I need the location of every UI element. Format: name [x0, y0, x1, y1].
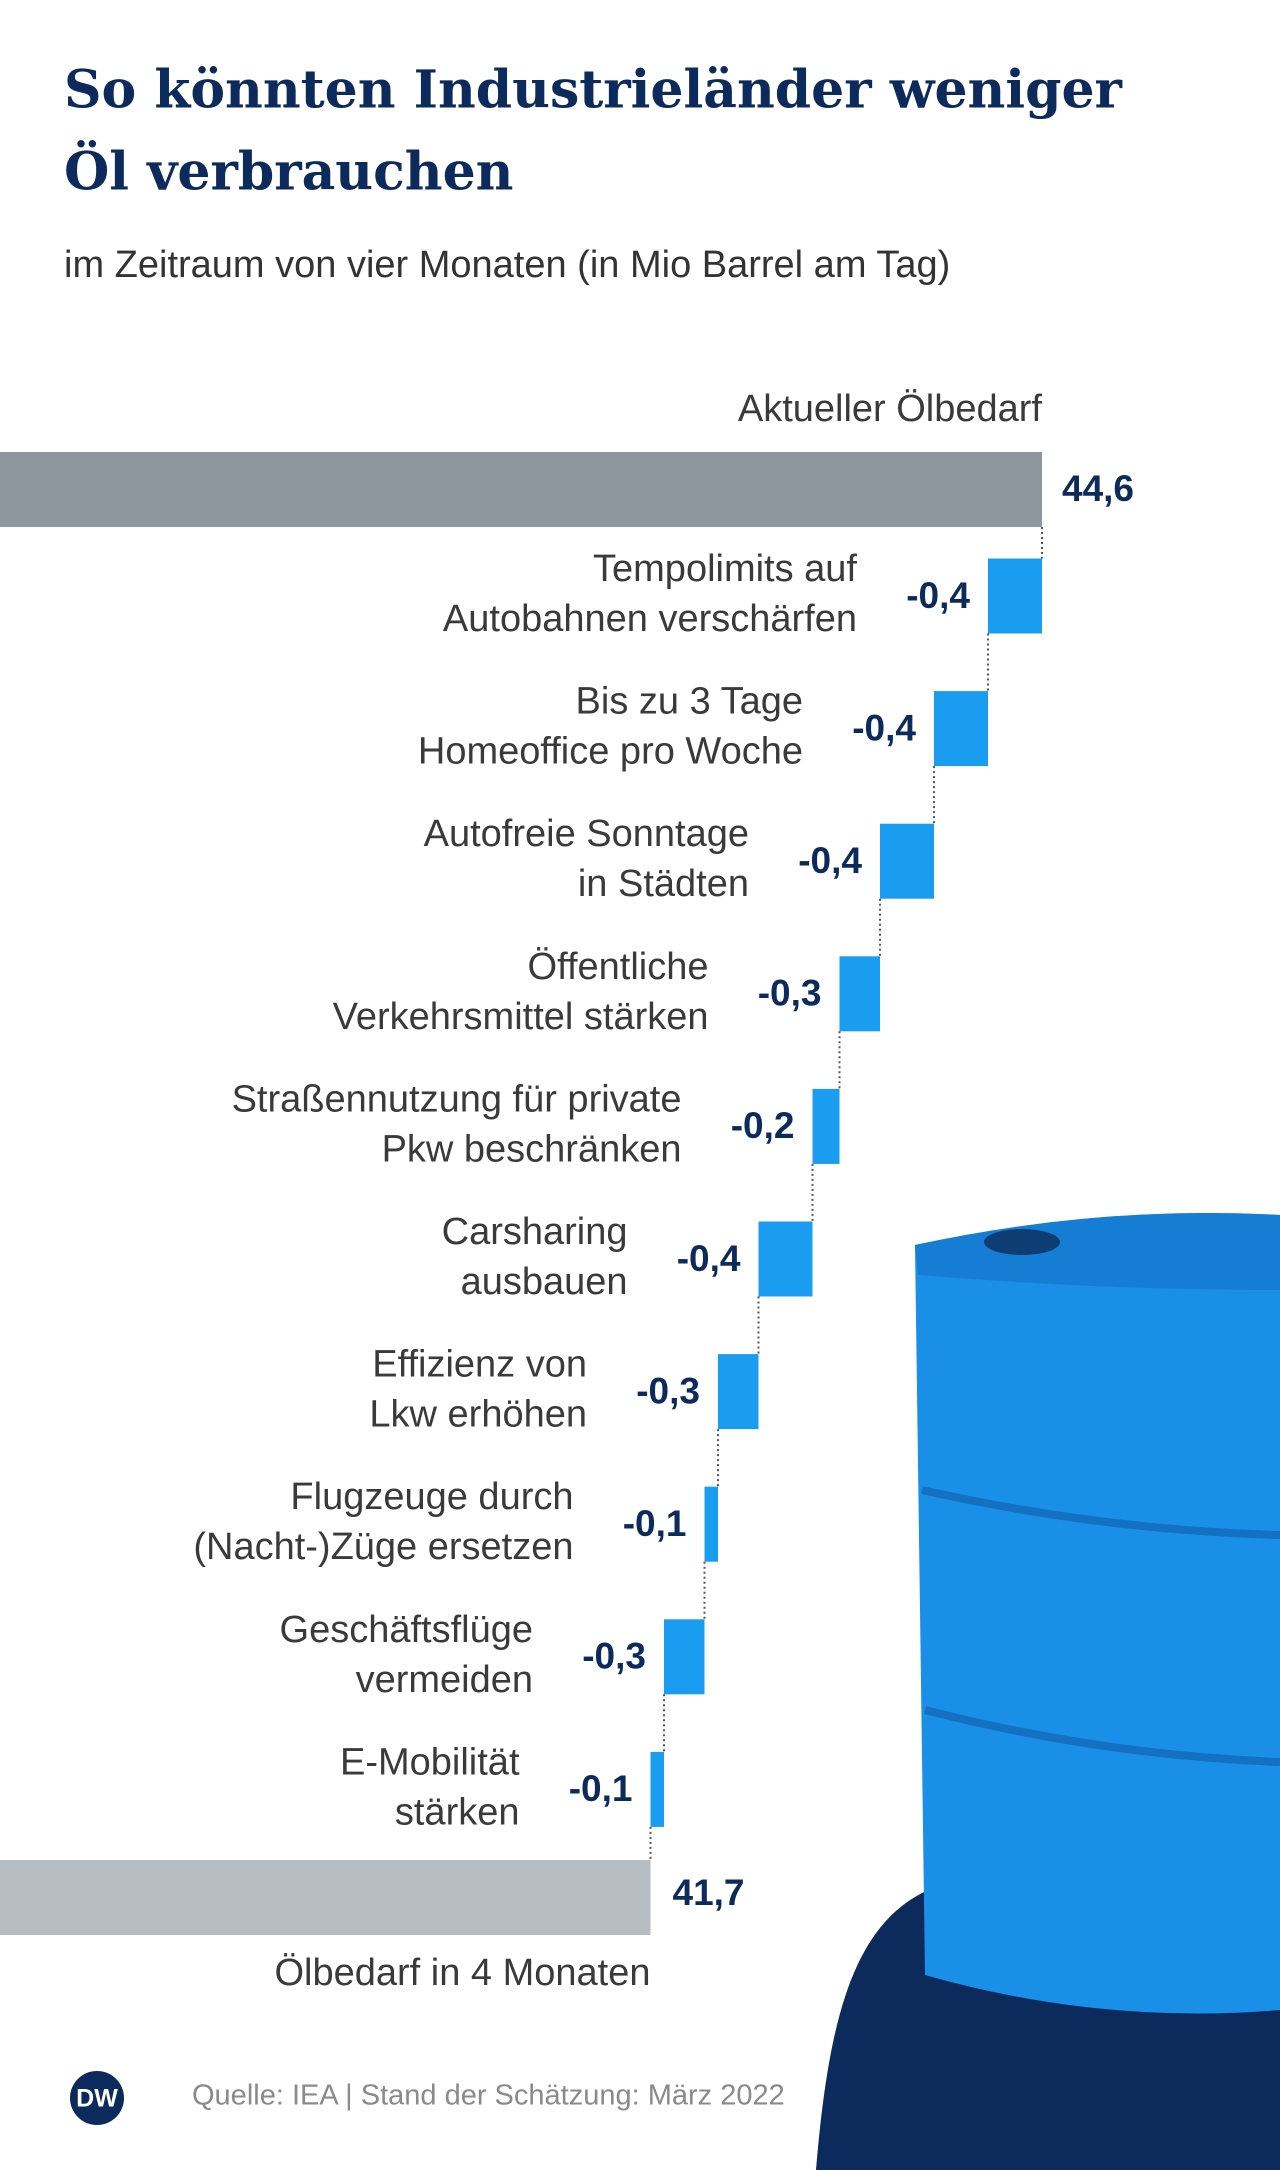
category-label: E-Mobilität: [340, 1741, 520, 1783]
value-label: -0,2: [731, 1105, 795, 1146]
total-bar: [0, 1860, 651, 1935]
category-label: vermeiden: [356, 1659, 533, 1701]
category-label: Flugzeuge durch: [290, 1476, 573, 1518]
barrel-cap: [984, 1229, 1060, 1255]
logo: DW: [76, 2085, 118, 2113]
value-label: -0,1: [569, 1768, 633, 1809]
value-label: -0,3: [582, 1636, 646, 1677]
chart-title: So könnten Industrieländer weniger: [64, 60, 1123, 121]
total-bar: [0, 452, 1042, 527]
barrel-rim: [915, 1213, 1280, 1290]
barrel-ridge: [924, 1706, 1280, 1766]
category-label: Carsharing: [442, 1211, 628, 1253]
value-label: -0,4: [906, 575, 970, 616]
category-label: ausbauen: [461, 1261, 628, 1303]
value-label: -0,4: [852, 707, 916, 748]
value-label: -0,4: [798, 840, 862, 881]
category-label: Autobahnen verschärfen: [443, 598, 857, 640]
chart-subtitle: im Zeitraum von vier Monaten (in Mio Bar…: [64, 244, 950, 286]
barrel-body: [915, 1213, 1280, 2014]
category-label: stärken: [395, 1791, 520, 1833]
barrel-illustration: [816, 1213, 1280, 2170]
step-bar: [812, 1088, 840, 1164]
category-label: Homeoffice pro Woche: [418, 731, 803, 773]
category-label: Bis zu 3 Tage: [576, 681, 803, 723]
category-label: Öffentliche: [528, 946, 709, 988]
step-bar: [988, 558, 1042, 634]
total-label: Ölbedarf in 4 Monaten: [274, 1952, 650, 1994]
barrel-ridge: [921, 1486, 1280, 1539]
value-label: 41,7: [673, 1872, 745, 1913]
category-label: Verkehrsmittel stärken: [333, 996, 709, 1038]
step-bar: [704, 1486, 718, 1562]
value-label: 44,6: [1062, 468, 1134, 509]
step-bar: [664, 1619, 705, 1695]
source: Quelle: IEA | Stand der Schätzung: März …: [192, 2080, 785, 2112]
category-label: Tempolimits auf: [593, 548, 857, 590]
category-label: Pkw beschränken: [382, 1128, 682, 1170]
value-label: -0,1: [623, 1503, 687, 1544]
step-bar: [839, 956, 880, 1032]
step-bar: [758, 1221, 813, 1297]
category-label: Autofreie Sonntage: [424, 813, 749, 855]
chart-title: Öl verbrauchen: [64, 141, 513, 203]
value-label: -0,3: [636, 1370, 700, 1411]
total-label: Aktueller Ölbedarf: [738, 388, 1043, 430]
step-bar: [718, 1354, 759, 1430]
category-label: Lkw erhöhen: [369, 1394, 587, 1436]
step-bar: [934, 691, 988, 767]
category-label: Effizienz von: [372, 1344, 587, 1386]
value-label: -0,4: [677, 1238, 741, 1279]
step-bar: [880, 823, 934, 899]
logo-badge: [70, 2071, 124, 2125]
category-label: (Nacht-)Züge ersetzen: [193, 1526, 573, 1568]
footer: DW Quelle: IEA | Stand der Schätzung: Mä…: [70, 2071, 785, 2125]
category-label: Geschäftsflüge: [280, 1609, 533, 1651]
step-bar: [650, 1751, 664, 1827]
value-label: -0,3: [758, 973, 822, 1014]
category-label: Straßennutzung für private: [232, 1078, 682, 1120]
category-label: in Städten: [578, 863, 749, 905]
